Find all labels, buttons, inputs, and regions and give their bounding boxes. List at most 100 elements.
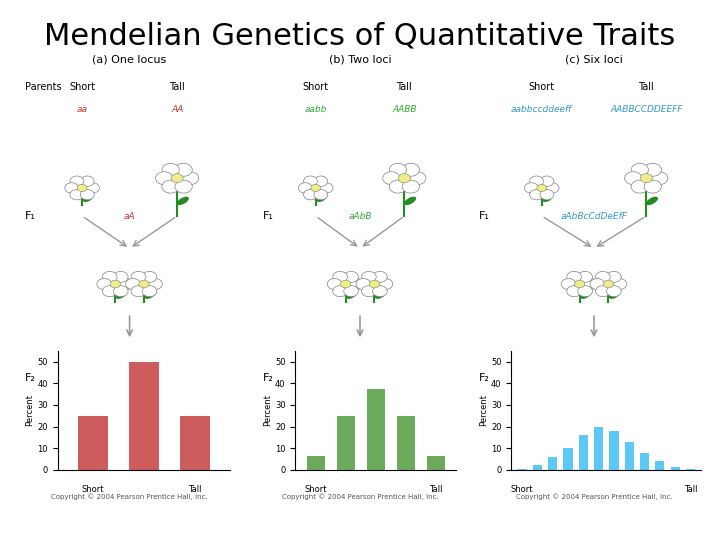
Circle shape [356,279,371,289]
Circle shape [70,176,84,186]
Circle shape [409,172,426,185]
Circle shape [545,183,559,193]
Circle shape [162,163,179,176]
Circle shape [640,174,652,183]
Circle shape [398,174,410,183]
Text: F₂: F₂ [263,373,274,383]
Text: F₂: F₂ [479,373,490,383]
Circle shape [540,176,554,186]
Ellipse shape [610,292,618,298]
Circle shape [603,280,613,288]
Bar [686,469,695,470]
Circle shape [567,272,582,282]
Ellipse shape [178,197,188,205]
Bar [129,362,159,470]
Circle shape [139,280,149,288]
Circle shape [311,184,320,192]
Circle shape [65,183,78,193]
Text: F₁: F₁ [263,211,274,221]
Circle shape [590,279,605,289]
Circle shape [540,190,554,200]
Circle shape [175,163,192,176]
Circle shape [575,280,585,288]
Circle shape [96,279,112,289]
Text: AA: AA [171,105,184,114]
Circle shape [378,279,393,289]
Bar [397,416,415,470]
Bar [548,457,557,470]
Circle shape [110,280,120,288]
Circle shape [561,279,576,289]
Circle shape [131,272,146,282]
Circle shape [304,190,318,200]
Text: aAbB: aAbB [348,212,372,221]
Circle shape [125,279,140,289]
Text: (c) Six loci: (c) Six loci [565,55,623,65]
Bar [179,416,210,470]
Circle shape [343,272,359,282]
Circle shape [383,172,400,185]
Ellipse shape [347,292,356,298]
Ellipse shape [647,197,657,205]
Bar [594,427,603,470]
Circle shape [372,286,387,296]
Ellipse shape [117,292,125,298]
Bar [518,469,526,470]
Bar [337,416,355,470]
Circle shape [113,286,128,296]
Circle shape [70,190,84,200]
Circle shape [595,286,611,296]
Circle shape [131,286,146,296]
Text: Short: Short [305,485,328,494]
Bar [640,453,649,470]
Text: aA: aA [124,212,135,221]
Ellipse shape [543,195,552,201]
Circle shape [530,176,544,186]
Bar [655,461,665,470]
Text: Short: Short [510,485,534,494]
Circle shape [631,180,649,193]
Circle shape [631,163,649,176]
Circle shape [595,272,611,282]
Bar [367,389,384,470]
Ellipse shape [581,292,590,298]
Circle shape [148,279,162,289]
Circle shape [651,172,668,185]
Circle shape [644,180,662,193]
Text: aabbccddeeff: aabbccddeeff [511,105,572,114]
Circle shape [390,180,407,193]
Circle shape [606,286,621,296]
Text: Tall: Tall [169,82,185,92]
Text: aabb: aabb [305,105,327,114]
Bar [563,448,572,470]
Circle shape [156,172,173,185]
Circle shape [102,272,117,282]
Text: F₁: F₁ [479,211,490,221]
Circle shape [349,279,364,289]
Circle shape [119,279,134,289]
Circle shape [314,190,328,200]
Text: AABBCCDDEEFF: AABBCCDDEEFF [610,105,683,114]
Text: (b) Two loci: (b) Two loci [329,55,391,65]
Ellipse shape [317,195,325,201]
Circle shape [142,286,157,296]
Circle shape [333,272,348,282]
Circle shape [402,180,420,193]
Circle shape [537,184,546,192]
Circle shape [77,184,87,192]
Circle shape [372,272,387,282]
Circle shape [390,163,407,176]
Ellipse shape [405,197,415,205]
Circle shape [81,190,94,200]
Text: Copyright © 2004 Pearson Prentice Hall, Inc.: Copyright © 2004 Pearson Prentice Hall, … [282,494,438,500]
Circle shape [102,286,117,296]
Circle shape [606,272,621,282]
Text: F₁: F₁ [25,211,36,221]
Circle shape [341,280,351,288]
Circle shape [343,286,359,296]
Circle shape [298,183,312,193]
Circle shape [567,286,582,296]
Y-axis label: Percent: Percent [263,394,272,427]
Text: Copyright © 2004 Pearson Prentice Hall, Inc.: Copyright © 2004 Pearson Prentice Hall, … [516,494,672,500]
Text: Mendelian Genetics of Quantitative Traits: Mendelian Genetics of Quantitative Trait… [45,22,675,51]
